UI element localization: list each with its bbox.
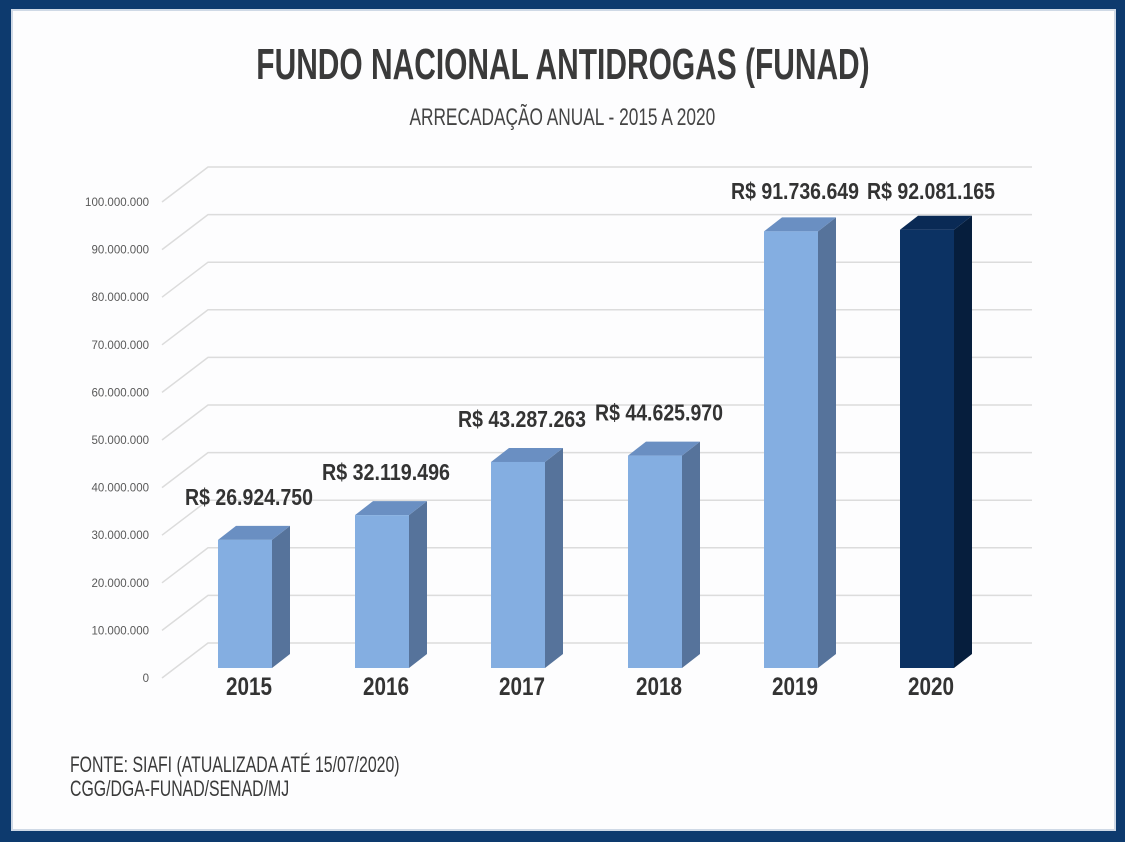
chart-subtitle-text: ARRECADAÇÃO ANUAL - 2015 A 2020 xyxy=(409,104,716,131)
bar-side xyxy=(545,447,563,668)
bar-side xyxy=(409,501,427,668)
data-label: R$ 26.924.750 xyxy=(185,484,313,510)
gridline xyxy=(161,451,1032,489)
bar xyxy=(900,229,954,668)
x-tick-label: 2015 xyxy=(226,673,272,701)
source-text-2: CGG/DGA-FUNAD/SENAD/MJ xyxy=(70,776,290,801)
y-tick-label: 10.000.000 xyxy=(91,625,149,637)
data-label: R$ 44.625.970 xyxy=(595,400,723,426)
x-tick-label: 2017 xyxy=(499,673,545,701)
gridline xyxy=(161,356,1032,393)
gridline xyxy=(161,166,1032,203)
bar xyxy=(218,539,272,668)
bar xyxy=(355,515,409,668)
y-tick-label: 20.000.000 xyxy=(91,578,149,590)
y-tick-label: 40.000.000 xyxy=(91,483,149,495)
x-tick-label: 2018 xyxy=(636,673,682,701)
chart-title-text: FUNDO NACIONAL ANTIDROGAS (FUNAD) xyxy=(255,40,870,89)
bar-top xyxy=(491,447,563,462)
x-tick-label: 2016 xyxy=(363,673,409,701)
gridline xyxy=(161,547,1032,584)
bar xyxy=(628,455,682,668)
bar xyxy=(491,461,545,668)
bar-side xyxy=(682,441,700,668)
source-line-1: FONTE: SIAFI (ATUALIZADA ATÉ 15/07/2020) xyxy=(70,752,528,778)
x-tick-label: 2019 xyxy=(772,673,818,701)
y-tick-label: 30.000.000 xyxy=(91,530,149,542)
gridline xyxy=(161,642,1032,679)
chart-subtitle: ARRECADAÇÃO ANUAL - 2015 A 2020 xyxy=(0,104,1125,132)
data-label: R$ 92.081.165 xyxy=(867,178,995,204)
bar-top xyxy=(218,525,290,540)
y-tick-label: 100.000.000 xyxy=(85,197,149,209)
y-tick-label: 60.000.000 xyxy=(91,387,149,399)
bar-side xyxy=(272,525,290,668)
data-label: R$ 32.119.496 xyxy=(322,459,450,485)
bar-side xyxy=(818,217,836,668)
gridline xyxy=(161,499,1032,536)
bar-top xyxy=(355,501,427,516)
y-tick-label: 80.000.000 xyxy=(91,292,149,304)
source-line-2: CGG/DGA-FUNAD/SENAD/MJ xyxy=(70,776,374,802)
y-tick-label: 0 xyxy=(143,673,149,685)
source-text-1: FONTE: SIAFI (ATUALIZADA ATÉ 15/07/2020) xyxy=(70,752,400,777)
gridline xyxy=(161,594,1032,631)
bar xyxy=(764,231,818,668)
gridline xyxy=(161,309,1032,346)
bar-side xyxy=(954,215,972,668)
gridline xyxy=(161,261,1032,298)
bar-top xyxy=(628,441,700,456)
data-label: R$ 43.287.263 xyxy=(458,406,586,432)
y-tick-label: 50.000.000 xyxy=(91,435,149,447)
data-label: R$ 91.736.649 xyxy=(731,178,859,204)
gridline xyxy=(161,213,1032,251)
chart-title: FUNDO NACIONAL ANTIDROGAS (FUNAD) xyxy=(0,40,1125,90)
x-tick-label: 2020 xyxy=(908,673,954,701)
bar-top xyxy=(764,217,836,232)
bar-top xyxy=(900,215,972,230)
y-tick-label: 90.000.000 xyxy=(91,245,149,257)
gridline xyxy=(161,404,1032,441)
y-tick-label: 70.000.000 xyxy=(91,340,149,352)
